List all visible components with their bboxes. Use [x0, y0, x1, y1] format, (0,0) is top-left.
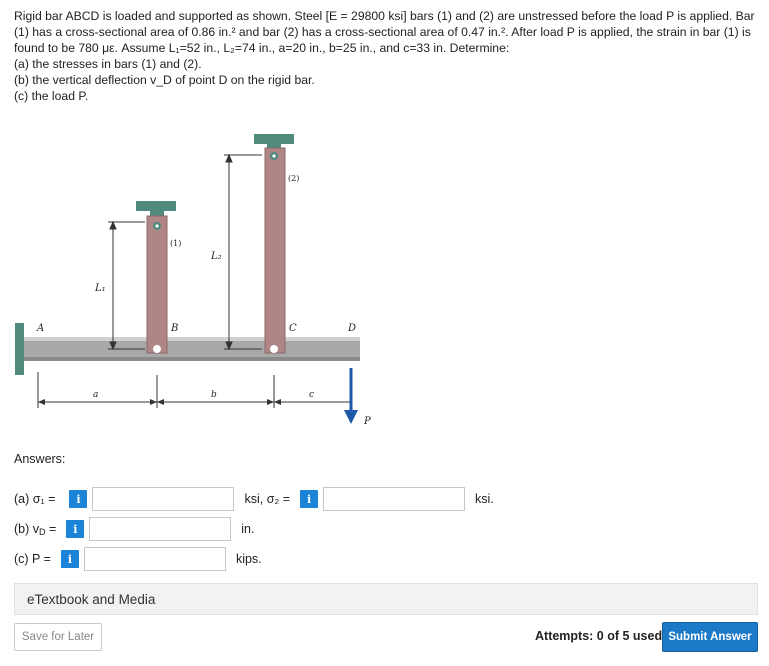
- bar-1-cap: [136, 201, 176, 211]
- sigma1-input[interactable]: [92, 487, 235, 511]
- answer-row-b: (b) vD = i in.: [14, 517, 254, 541]
- problem-part-b: (b) the vertical deflection v_D of point…: [14, 73, 315, 87]
- label-l1: L₁: [94, 283, 106, 294]
- save-for-later-button[interactable]: Save for Later: [14, 623, 102, 651]
- problem-line-3: found to be 780 με. Assume L₁=52 in., L₂…: [14, 41, 510, 55]
- problem-line-1: Rigid bar ABCD is loaded and supported a…: [14, 9, 755, 23]
- bar-1: [146, 215, 168, 354]
- problem-line-2: (1) has a cross-sectional area of 0.86 i…: [14, 25, 751, 39]
- info-icon-sigma2[interactable]: i: [300, 490, 319, 508]
- dimension-l1: [108, 220, 145, 351]
- rigid-bar-diagram: A B C D (1) (2) L₁ L₂ a b c P: [15, 134, 371, 427]
- problem-statement: Rigid bar ABCD is loaded and supported a…: [14, 8, 759, 104]
- bar-2-cap: [254, 134, 294, 144]
- dimension-abc: [37, 372, 352, 408]
- label-b-dim: b: [211, 390, 217, 400]
- submit-answer-button[interactable]: Submit Answer: [662, 622, 758, 652]
- sigma1-label: (a) σ₁ =: [14, 492, 56, 506]
- load-arrow: [344, 368, 358, 424]
- label-c-point: C: [289, 323, 297, 334]
- label-a-point: A: [36, 323, 44, 334]
- answer-row-a: (a) σ₁ = i ksi, σ₂ = i ksi.: [14, 487, 494, 511]
- info-icon-p[interactable]: i: [60, 550, 79, 568]
- sigma2-input[interactable]: [323, 487, 466, 511]
- label-p: P: [363, 416, 371, 427]
- p-label: (c) P =: [14, 552, 51, 566]
- sigma2-unit: ksi.: [475, 492, 494, 506]
- label-b-point: B: [170, 323, 178, 334]
- answers-heading: Answers:: [14, 452, 66, 466]
- problem-part-a: (a) the stresses in bars (1) and (2).: [14, 57, 202, 71]
- vd-unit: in.: [241, 522, 255, 536]
- problem-part-c: (c) the load P.: [14, 89, 89, 103]
- wall-support: [15, 323, 24, 375]
- dimension-l2: [224, 153, 262, 351]
- vd-input[interactable]: [89, 517, 232, 541]
- info-icon-sigma1[interactable]: i: [69, 490, 88, 508]
- pin-c: [270, 345, 278, 353]
- p-input[interactable]: [83, 547, 226, 571]
- vd-label: (b) vD =: [14, 521, 57, 537]
- attempts-counter: Attempts: 0 of 5 used: [535, 629, 663, 643]
- p-unit: kips.: [235, 552, 262, 566]
- label-l2: L₂: [210, 251, 222, 262]
- pin-b: [153, 345, 161, 353]
- answer-row-c: (c) P = i kips.: [14, 547, 262, 571]
- label-c-dim: c: [309, 390, 314, 400]
- label-a-dim: a: [93, 390, 98, 400]
- etextbook-label: eTextbook and Media: [27, 591, 156, 607]
- info-icon-vd[interactable]: i: [66, 520, 85, 538]
- label-bar-2: (2): [288, 174, 299, 183]
- label-d-point: D: [347, 323, 356, 334]
- etextbook-media-panel[interactable]: eTextbook and Media: [14, 583, 758, 615]
- bar-2: [264, 147, 286, 354]
- label-bar-1: (1): [170, 239, 181, 248]
- sigma2-label: ksi, σ₂ =: [244, 492, 291, 506]
